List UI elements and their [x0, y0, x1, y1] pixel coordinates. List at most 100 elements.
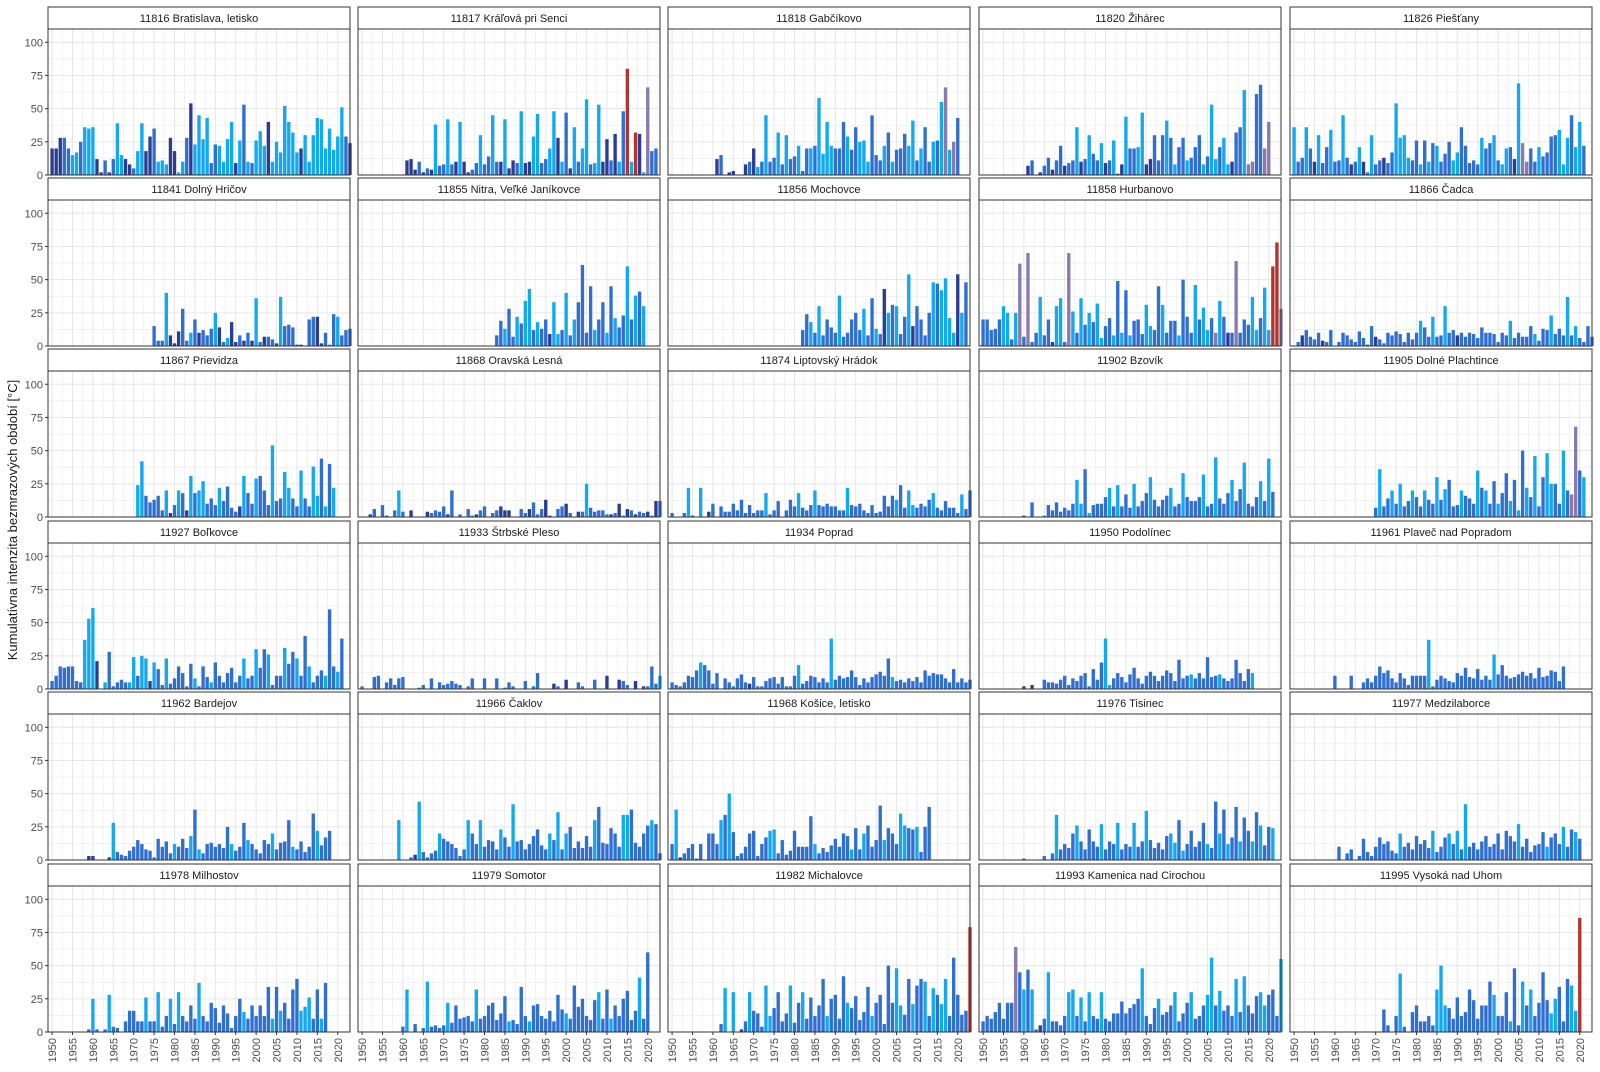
- bar: [164, 1016, 169, 1032]
- bar: [1112, 678, 1116, 689]
- bar: [1091, 841, 1095, 860]
- bar: [1394, 503, 1398, 517]
- panel-border: [47, 28, 351, 176]
- bar: [1140, 501, 1144, 517]
- bar: [315, 117, 320, 175]
- bar: [144, 495, 148, 517]
- bar: [250, 1005, 254, 1032]
- bar: [1316, 135, 1321, 175]
- bar: [1520, 671, 1525, 689]
- bar: [1545, 1000, 1549, 1032]
- bar: [588, 286, 593, 346]
- bar: [144, 997, 148, 1032]
- y-tick-label: 25: [31, 137, 43, 149]
- y-tick-label: 0: [37, 1027, 43, 1039]
- bar: [405, 160, 409, 175]
- bar: [1455, 997, 1459, 1032]
- bar: [1042, 165, 1046, 175]
- bar: [205, 503, 209, 517]
- bar: [225, 1013, 230, 1032]
- bar: [327, 609, 332, 689]
- bar: [54, 148, 58, 175]
- panel-border: [1289, 28, 1593, 176]
- bar: [295, 658, 299, 689]
- bar: [1173, 506, 1177, 517]
- bar: [1516, 1025, 1521, 1032]
- bar: [1238, 332, 1242, 346]
- bar: [1386, 163, 1390, 175]
- bar: [756, 686, 760, 689]
- bar: [144, 151, 148, 175]
- bar: [601, 510, 605, 517]
- bar: [295, 506, 299, 517]
- bar: [132, 168, 136, 175]
- bar: [1365, 852, 1370, 860]
- bar: [960, 1014, 964, 1032]
- bar: [1320, 163, 1325, 175]
- bar: [1063, 165, 1067, 175]
- bar: [1222, 316, 1226, 346]
- bar: [597, 319, 601, 346]
- bar: [862, 833, 866, 860]
- bar: [50, 148, 54, 175]
- grid: [358, 886, 660, 1032]
- bar: [1079, 997, 1083, 1032]
- bar: [1112, 844, 1116, 860]
- y-tick-label: 75: [31, 755, 43, 767]
- bar: [1050, 1021, 1055, 1032]
- bar: [152, 662, 156, 689]
- bar: [311, 1018, 315, 1032]
- bar: [1193, 147, 1197, 175]
- bar: [189, 332, 193, 346]
- bar: [825, 503, 829, 517]
- bar: [1263, 1005, 1267, 1032]
- bar: [625, 68, 630, 175]
- bar: [258, 475, 262, 517]
- bar: [1533, 845, 1537, 860]
- bar: [698, 662, 703, 689]
- bar: [1058, 298, 1063, 346]
- bar: [1050, 169, 1055, 175]
- bar: [1124, 1013, 1128, 1032]
- bar: [768, 161, 772, 175]
- bar: [380, 505, 385, 517]
- bar: [499, 506, 503, 517]
- bar: [593, 820, 597, 860]
- bar: [682, 853, 686, 860]
- bar: [654, 148, 658, 175]
- bar: [870, 1016, 874, 1032]
- bar: [425, 168, 430, 175]
- bar: [429, 169, 434, 175]
- bar: [458, 685, 462, 689]
- bar: [164, 841, 169, 860]
- bar: [947, 149, 952, 175]
- bar: [576, 1006, 581, 1032]
- bar: [1484, 675, 1488, 689]
- bar: [429, 1026, 434, 1032]
- bar: [1525, 838, 1529, 860]
- bar: [576, 682, 581, 689]
- facet-title: 11968 Košice, letisko: [767, 698, 870, 710]
- bar: [743, 513, 748, 517]
- bar: [531, 502, 536, 517]
- bar: [225, 139, 230, 175]
- bar: [1042, 679, 1046, 689]
- bar: [894, 499, 899, 517]
- bar: [323, 332, 328, 346]
- bar: [1124, 290, 1128, 346]
- bar: [890, 161, 895, 175]
- panel-border: [978, 885, 1282, 1033]
- bar: [1565, 846, 1570, 860]
- bar: [127, 164, 132, 175]
- bar: [1169, 673, 1173, 689]
- bar: [927, 806, 931, 860]
- bar: [140, 844, 144, 860]
- bar: [686, 848, 691, 860]
- bar: [919, 148, 923, 175]
- bar: [531, 686, 536, 689]
- bar: [1091, 1016, 1095, 1032]
- bar: [311, 135, 315, 175]
- bar: [1067, 992, 1071, 1032]
- bar: [849, 319, 854, 346]
